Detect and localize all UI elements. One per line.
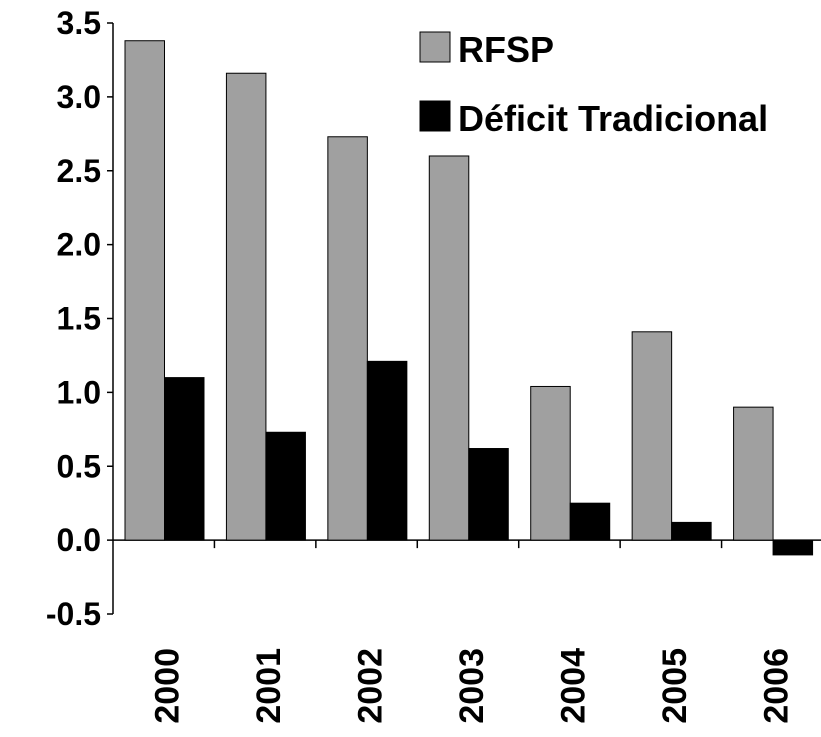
x-tick-label: 2004: [554, 648, 592, 724]
legend: RFSP Déficit Tradicional: [419, 29, 768, 139]
bar-rfsp-2006: [733, 406, 774, 541]
y-tick-label: 3.5: [57, 5, 101, 41]
y-tick-label: 1.0: [57, 374, 101, 410]
x-axis: 2000 2001 2002 2003 2004 2005 2006: [113, 539, 821, 724]
bar-rfsp-2003: [428, 155, 470, 541]
bar-d-ficit-tradicional-2003: [468, 448, 509, 541]
x-tick-label: 2000: [149, 648, 187, 724]
y-tick-label: 0.0: [57, 522, 101, 558]
x-tick-label: 2003: [453, 648, 491, 724]
y-tick-label: 1.5: [57, 301, 101, 337]
y-axis: 3.5 3.0 2.5 2.0 1.5 1.0 0.5 0.0 -0.5: [46, 5, 114, 632]
x-tick-label: 2005: [656, 648, 694, 724]
y-tick-label: 3.0: [57, 79, 101, 115]
bar-rfsp-2001: [225, 72, 267, 541]
bar-d-ficit-tradicional-2005: [671, 521, 712, 541]
x-tick-label: 2006: [757, 648, 795, 724]
bar-d-ficit-tradicional-2006: [772, 539, 814, 556]
bar-rfsp-2000: [124, 40, 165, 541]
legend-swatch-deficit-tradicional: [419, 100, 451, 132]
bar-d-ficit-tradicional-2000: [164, 377, 205, 541]
bar-rfsp-2005: [631, 331, 673, 541]
x-tick-label: 2001: [250, 648, 288, 724]
y-tick-label: -0.5: [46, 596, 101, 632]
y-tick-label: 0.5: [57, 448, 101, 484]
legend-label-rfsp: RFSP: [458, 29, 554, 70]
legend-swatch-rfsp: [419, 31, 451, 63]
bar-d-ficit-tradicional-2001: [265, 431, 306, 541]
y-tick-label: 2.0: [57, 227, 101, 263]
bar-rfsp-2004: [530, 385, 571, 541]
bars: [124, 40, 814, 556]
bar-d-ficit-tradicional-2004: [569, 502, 611, 541]
bar-d-ficit-tradicional-2002: [366, 360, 408, 541]
bar-rfsp-2002: [327, 136, 368, 541]
legend-label-deficit-tradicional: Déficit Tradicional: [458, 98, 768, 139]
x-tick-label: 2002: [352, 648, 390, 724]
y-tick-label: 2.5: [57, 153, 101, 189]
